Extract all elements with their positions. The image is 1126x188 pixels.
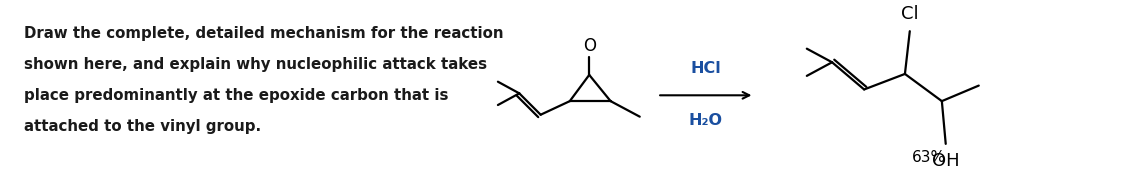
Text: 63%: 63% xyxy=(912,150,946,165)
Text: H₂O: H₂O xyxy=(689,113,723,128)
Text: shown here, and explain why nucleophilic attack takes: shown here, and explain why nucleophilic… xyxy=(24,57,488,72)
Text: HCl: HCl xyxy=(690,61,721,76)
Text: attached to the vinyl group.: attached to the vinyl group. xyxy=(24,119,261,134)
Text: place predominantly at the epoxide carbon that is: place predominantly at the epoxide carbo… xyxy=(24,88,448,103)
Text: Cl: Cl xyxy=(901,5,919,24)
Text: Draw the complete, detailed mechanism for the reaction: Draw the complete, detailed mechanism fo… xyxy=(24,26,503,41)
Text: O: O xyxy=(583,37,596,55)
Text: OH: OH xyxy=(932,152,959,170)
